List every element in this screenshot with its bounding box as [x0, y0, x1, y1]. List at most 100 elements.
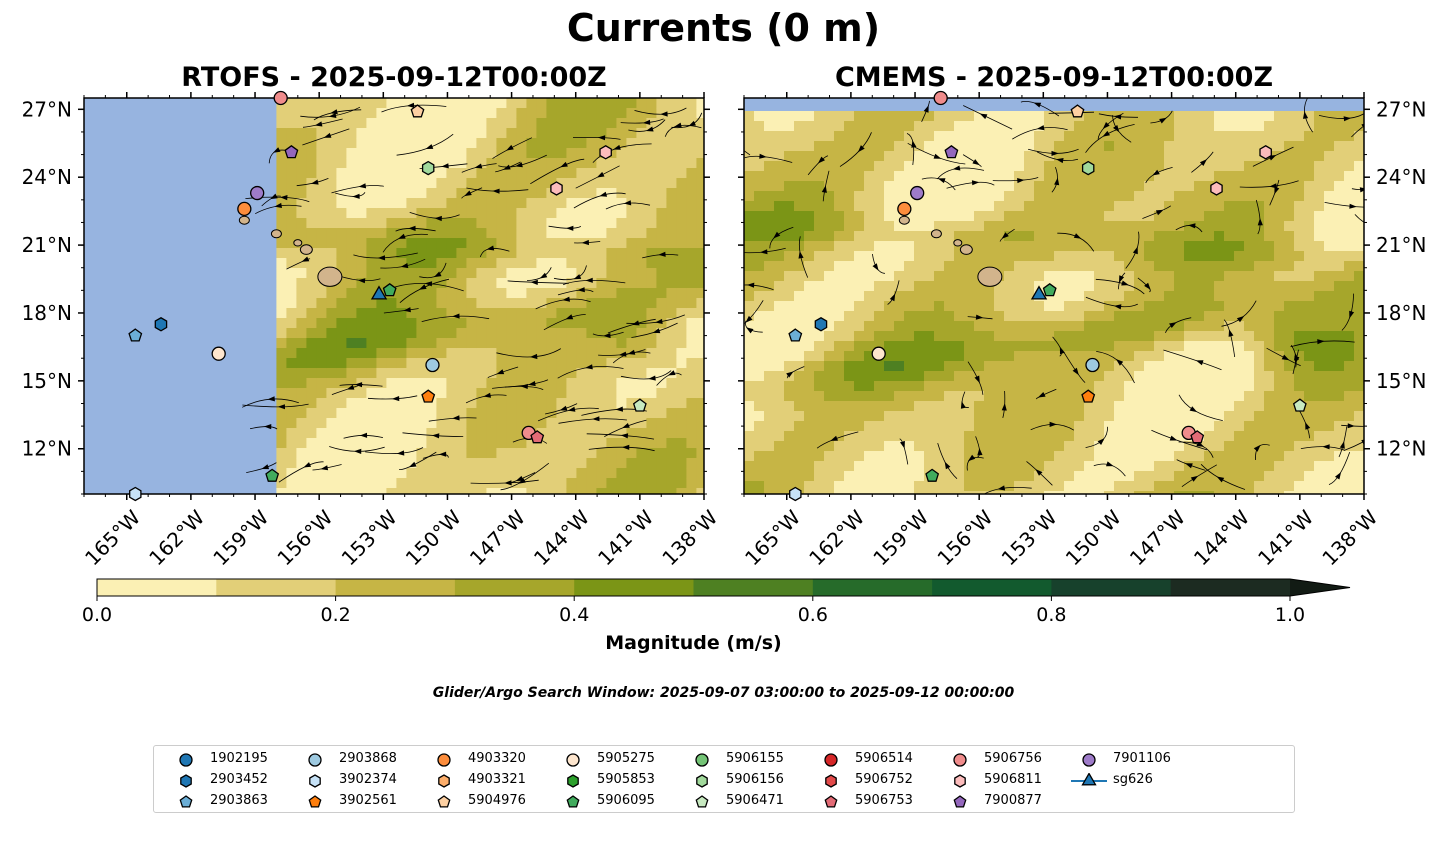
- legend-label: 2903452: [210, 772, 268, 787]
- legend-label: 1902195: [210, 751, 268, 766]
- marker-5904976: [1070, 104, 1085, 118]
- legend-label: 5906156: [726, 772, 784, 787]
- legend-marker-pentagon: [953, 795, 967, 808]
- legend-marker-pentagon: [695, 795, 709, 808]
- legend-label: 5906753: [855, 793, 913, 808]
- legend-marker-pentagon: [437, 795, 451, 808]
- marker-2903452: [154, 317, 168, 332]
- legend-marker-hexagon: [825, 774, 837, 788]
- x-tick-label: 159°W: [208, 505, 273, 570]
- legend-marker-circle: [437, 753, 451, 767]
- colorbar-tick-label: 1.0: [1275, 604, 1305, 626]
- marker-7900877: [944, 144, 959, 159]
- legend-marker-circle: [824, 753, 838, 767]
- colorbar-tick-label: 0.0: [82, 604, 112, 626]
- marker-5906811: [550, 181, 563, 196]
- legend-marker-hexagon: [180, 774, 192, 788]
- current-magnitude-field: [276, 98, 704, 494]
- legend-label: 5905853: [597, 772, 655, 787]
- y-tick-label: 12°N: [22, 437, 72, 461]
- legend-label: 3902374: [339, 772, 397, 787]
- marker-5906095: [925, 468, 940, 482]
- marker-2903868: [425, 357, 440, 373]
- marker-2903868: [1085, 357, 1100, 373]
- cmems-panel-title: CMEMS - 2025-09-12T00:00Z: [834, 62, 1274, 93]
- legend-marker-pentagon: [179, 795, 193, 808]
- x-tick-label: 147°W: [1125, 505, 1190, 570]
- y-tick-label: 24°N: [22, 165, 72, 189]
- marker-5906756: [273, 90, 288, 106]
- x-tick-label: 144°W: [529, 505, 594, 570]
- marker-3902561: [1081, 389, 1096, 403]
- observation-markers: [788, 90, 1307, 502]
- colorbar-tick-label: 0.8: [1036, 604, 1066, 626]
- figure-title: Currents (0 m): [566, 6, 881, 50]
- x-tick-label: 153°W: [337, 505, 402, 570]
- legend-marker-pentagon: [308, 795, 322, 808]
- marker-7900877: [284, 144, 299, 159]
- marker-5906811: [1210, 181, 1223, 196]
- colorbar-label: Magnitude (m/s): [605, 632, 782, 654]
- legend: 1902195 2903452 2903863 2903868 3902374 39025…: [153, 745, 1295, 813]
- legend-marker-circle: [308, 753, 322, 767]
- y-tick-label: 18°N: [22, 301, 72, 325]
- x-tick-label: 159°W: [868, 505, 933, 570]
- marker-5906095: [1042, 282, 1057, 297]
- legend-label: 5906756: [984, 751, 1042, 766]
- legend-label: 4903320: [468, 751, 526, 766]
- y-tick-label: 27°N: [22, 97, 72, 121]
- marker-7901106: [250, 185, 265, 201]
- x-tick-label: 150°W: [1061, 505, 1126, 570]
- legend-label: sg626: [1113, 772, 1153, 787]
- y-tick-label: 15°N: [1376, 369, 1426, 393]
- y-tick-label: 21°N: [22, 233, 72, 257]
- colorbar-bin: [335, 579, 456, 596]
- legend-label: 7900877: [984, 793, 1042, 808]
- colorbar-tick-label: 0.6: [798, 604, 828, 626]
- legend-marker-pentagon: [566, 795, 580, 808]
- legend-label: 5906811: [984, 772, 1042, 787]
- x-tick-label: 162°W: [144, 505, 209, 570]
- legend-label: 5906514: [855, 751, 913, 766]
- legend-label: 4903321: [468, 772, 526, 787]
- legend-marker-circle: [566, 753, 580, 767]
- x-tick-label: 141°W: [593, 505, 658, 570]
- legend-label: 5906155: [726, 751, 784, 766]
- legend-marker-circle: [179, 753, 193, 767]
- marker-5906095: [265, 468, 280, 482]
- marker-3902374: [129, 486, 142, 502]
- x-tick-label: 162°W: [804, 505, 869, 570]
- marker-5906756: [933, 90, 948, 106]
- marker-7901106: [910, 185, 925, 201]
- colorbar: 0.0 0.2 0.4 0.6 0.8 1.0: [82, 578, 1351, 626]
- marker-2903452: [814, 317, 828, 332]
- map-frame: [743, 97, 1365, 495]
- x-tick-label: 150°W: [401, 505, 466, 570]
- y-tick-label: 15°N: [22, 369, 72, 393]
- legend-marker-circle: [695, 753, 709, 767]
- x-tick-label: 165°W: [80, 505, 145, 570]
- legend-label: 2903868: [339, 751, 397, 766]
- colorbar-bin: [97, 579, 217, 596]
- marker-5906811: [599, 145, 612, 160]
- rtofs-map-panel: 165°W 162°W 159°W 156°W 153°W 150°W 147°W 144°W…: [22, 90, 722, 570]
- marker-5906095: [382, 282, 397, 297]
- colorbar-tick-label: 0.2: [320, 604, 350, 626]
- x-tick-label: 156°W: [932, 505, 997, 570]
- hawaiian-islands: [898, 215, 1003, 287]
- legend-marker-hexagon: [696, 774, 708, 788]
- legend-marker-hexagon: [567, 774, 579, 788]
- y-tick-label: 27°N: [1376, 97, 1426, 121]
- marker-5906156: [1081, 160, 1095, 176]
- legend-marker-circle: [1082, 753, 1096, 767]
- marker-5906811: [1259, 145, 1272, 160]
- colorbar-extend-arrow: [1290, 579, 1350, 596]
- legend-marker-hexagon: [438, 774, 450, 788]
- marker-5905275: [211, 346, 226, 361]
- marker-4903320: [237, 201, 252, 217]
- colorbar-tick-label: 0.4: [559, 604, 589, 626]
- legend-label: 7901106: [1113, 751, 1171, 766]
- colorbar-bin: [1051, 579, 1172, 596]
- legend-marker-hexagon: [309, 774, 321, 788]
